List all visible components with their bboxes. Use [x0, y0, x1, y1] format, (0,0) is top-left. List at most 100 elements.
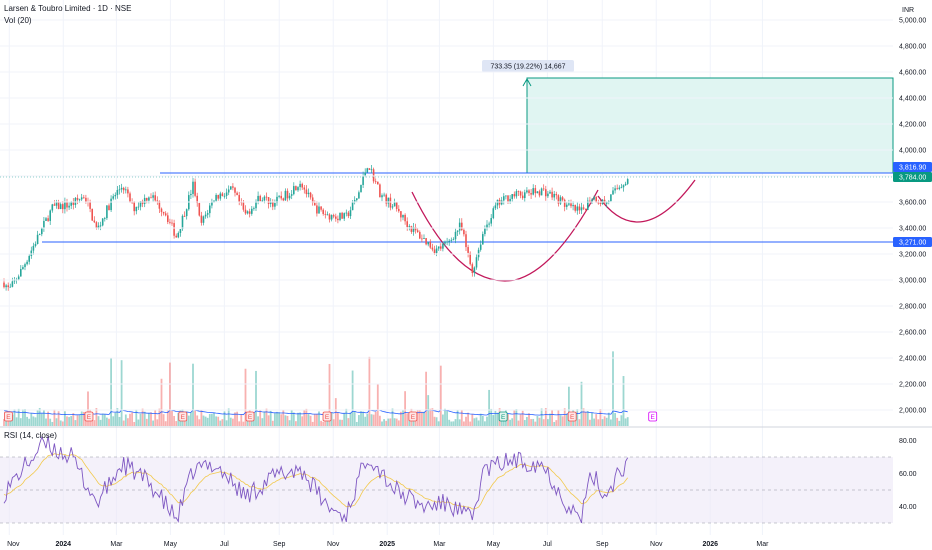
candle-body [605, 201, 608, 204]
volume-ma-line [3, 409, 628, 416]
volume-bar [114, 412, 117, 426]
volume-bar [313, 414, 316, 426]
candle-body [57, 202, 60, 210]
candle-body [328, 214, 331, 220]
candle-body [547, 193, 549, 197]
volume-bar [561, 416, 564, 426]
earnings-marker[interactable]: E [408, 411, 418, 422]
candle-body [599, 202, 602, 204]
time-tick-label: Nov [650, 541, 663, 548]
volume-bar [53, 409, 56, 426]
candle-body [395, 202, 398, 209]
time-axis[interactable]: Nov 2024 Mar May Jul Sep Nov 2025 Mar May Jul Sep No… [7, 541, 769, 548]
candle-body [177, 232, 180, 238]
candle-body [9, 286, 12, 288]
candle-body [358, 192, 360, 199]
candle-body [253, 208, 255, 210]
candle-body [244, 209, 247, 214]
target-zone[interactable] [526, 77, 894, 174]
time-tick-label: Mar [756, 541, 769, 548]
last-price-tag-text: 3,784.00 [899, 175, 926, 182]
volume-bar [17, 408, 20, 426]
volume-bar [143, 411, 146, 426]
volume-bar [276, 411, 278, 426]
price-axis[interactable]: 5,000.00 4,800.00 4,600.00 4,400.00 4,200.00… [0, 18, 926, 415]
volume-bar [43, 409, 45, 426]
earnings-marker-label: E [325, 414, 330, 421]
earnings-marker[interactable]: E [567, 411, 577, 422]
volume-bar [278, 412, 280, 426]
candle-body [454, 231, 457, 240]
volume-bar [502, 418, 505, 426]
volume-bar [129, 413, 131, 426]
earnings-marker[interactable]: E [178, 411, 188, 422]
candle-body [47, 218, 49, 221]
rsi-axis[interactable]: 80.00 60.00 40.00 [899, 438, 917, 511]
time-tick-label: Nov [327, 541, 340, 548]
candle-body [32, 245, 35, 251]
candle-body [620, 187, 623, 189]
candle-body [299, 183, 301, 188]
volume-bar [507, 413, 509, 426]
volume-bar [477, 420, 480, 426]
volume-bar [244, 368, 247, 426]
volume-bar [418, 410, 421, 426]
volume-bar [593, 418, 595, 426]
volume-bar [150, 412, 152, 426]
volume-bar [599, 409, 602, 426]
volume-bar [13, 409, 16, 426]
volume-bar [513, 410, 516, 426]
volume-bar [406, 413, 409, 426]
handle-curve[interactable] [597, 179, 696, 223]
candle-body [364, 172, 366, 176]
candle-body [276, 196, 278, 203]
resistance-tag: 3,816.90 [893, 162, 932, 172]
volume-bar [208, 414, 211, 426]
earnings-marker[interactable]: E [648, 411, 658, 422]
candle-body [444, 241, 446, 244]
candle-body [156, 200, 159, 202]
candle-body [580, 207, 583, 211]
volume-bar [215, 416, 217, 426]
candle-body [314, 202, 316, 206]
candle-body [85, 197, 87, 202]
candle-body [519, 191, 522, 196]
earnings-marker[interactable]: E [84, 411, 94, 422]
price-candles [3, 165, 629, 291]
candle-body [479, 244, 482, 250]
volume-bar [225, 420, 228, 426]
volume-bar [345, 408, 348, 426]
volume-bar [177, 413, 180, 426]
currency-label: INR [902, 7, 914, 14]
volume-bar [517, 420, 520, 426]
volume-bar [450, 421, 453, 426]
volume-bar [580, 381, 583, 426]
volume-bar [303, 410, 306, 426]
earnings-marker[interactable]: E [498, 411, 508, 422]
volume-bar [137, 419, 140, 426]
volume-bar [74, 420, 77, 426]
earnings-marker[interactable]: E [322, 411, 332, 422]
volume-bar [324, 421, 327, 426]
volume-bar [194, 409, 196, 426]
earnings-marker[interactable]: E [245, 411, 255, 422]
volume-bar [582, 408, 585, 426]
price-tick-label: 4,800.00 [899, 44, 926, 51]
candle-body [106, 205, 108, 219]
volume-bar [521, 410, 524, 426]
earnings-marker[interactable]: E [4, 411, 13, 422]
volume-bar [141, 408, 144, 426]
volume-bar [219, 420, 222, 426]
candle-body [167, 215, 169, 222]
candle-body [423, 238, 425, 240]
volume-bar [206, 417, 209, 426]
candle-body [587, 200, 589, 210]
candle-body [303, 187, 306, 190]
candle-body [120, 187, 123, 190]
volume-bar [259, 410, 262, 426]
candle-body [372, 169, 375, 182]
candle-body [549, 191, 551, 194]
candle-body [225, 192, 228, 196]
